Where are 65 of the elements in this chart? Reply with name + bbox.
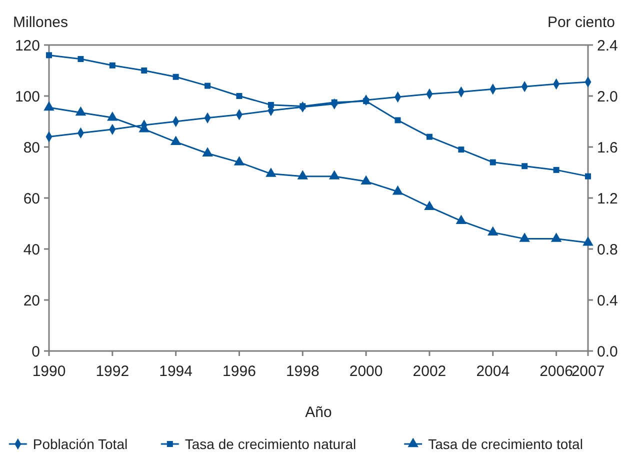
point xyxy=(553,166,560,173)
y2-axis-title: Por ciento xyxy=(547,14,615,31)
point xyxy=(266,168,276,177)
point xyxy=(360,175,372,185)
point xyxy=(394,117,401,124)
point xyxy=(426,134,432,140)
x-tick-label: 2004 xyxy=(476,363,510,380)
point xyxy=(268,102,274,108)
point xyxy=(519,232,530,242)
x-axis-title: Año xyxy=(305,404,332,421)
point xyxy=(78,56,84,62)
y-tick-label: 60 xyxy=(23,190,40,208)
point xyxy=(46,52,52,58)
point xyxy=(109,62,116,68)
point xyxy=(490,159,496,166)
point xyxy=(456,214,467,224)
y2-tick-label: 1.6 xyxy=(597,139,618,156)
point xyxy=(75,106,86,116)
point xyxy=(44,101,54,111)
x-tick-label: 1992 xyxy=(96,363,130,380)
y-tick-label: 0 xyxy=(32,343,40,360)
y2-tick-label: 0.4 xyxy=(597,292,618,310)
point xyxy=(585,173,591,180)
x-tick-label: 2007 xyxy=(571,363,605,380)
x-tick-label: 1994 xyxy=(159,363,193,380)
x-tick-label: 2006 xyxy=(540,363,573,380)
point xyxy=(107,111,118,121)
y-tick-label: 40 xyxy=(23,241,40,258)
x-tick-label: 2000 xyxy=(349,363,383,380)
point xyxy=(522,163,528,170)
point xyxy=(202,147,213,156)
point xyxy=(204,82,211,89)
point xyxy=(297,170,308,180)
legend-label: Tasa de crecimiento natural xyxy=(184,436,356,452)
y2-tick-label: 1.2 xyxy=(597,190,618,208)
point xyxy=(328,170,340,180)
point xyxy=(550,232,562,242)
point xyxy=(236,93,242,99)
point xyxy=(331,99,338,106)
y-tick-label: 80 xyxy=(23,139,40,156)
point xyxy=(488,226,498,236)
point xyxy=(363,98,370,104)
point xyxy=(458,146,464,153)
point xyxy=(424,200,435,210)
y-tick-label: 20 xyxy=(23,292,40,310)
point xyxy=(300,103,306,110)
point xyxy=(141,68,148,74)
point xyxy=(582,236,594,246)
point xyxy=(392,185,404,195)
legend-label: Población Total xyxy=(32,436,128,452)
point xyxy=(172,74,179,80)
x-tick-label: 1998 xyxy=(286,363,320,380)
legend-label: Tasa de crecimiento total xyxy=(428,436,583,452)
y2-tick-label: 2.4 xyxy=(597,37,618,54)
y-tick-label: 120 xyxy=(14,37,40,54)
y-tick-label: 100 xyxy=(14,88,40,106)
y2-tick-label: 0.8 xyxy=(597,241,618,258)
y2-tick-label: 0.0 xyxy=(597,343,618,360)
y2-tick-label: 2.0 xyxy=(597,88,618,106)
y-axis-title: Millones xyxy=(13,14,68,31)
x-tick-label: 1990 xyxy=(32,363,66,380)
point xyxy=(234,156,245,166)
x-tick-label: 2002 xyxy=(412,363,446,380)
x-tick-label: 1996 xyxy=(222,363,256,380)
point xyxy=(170,136,182,145)
